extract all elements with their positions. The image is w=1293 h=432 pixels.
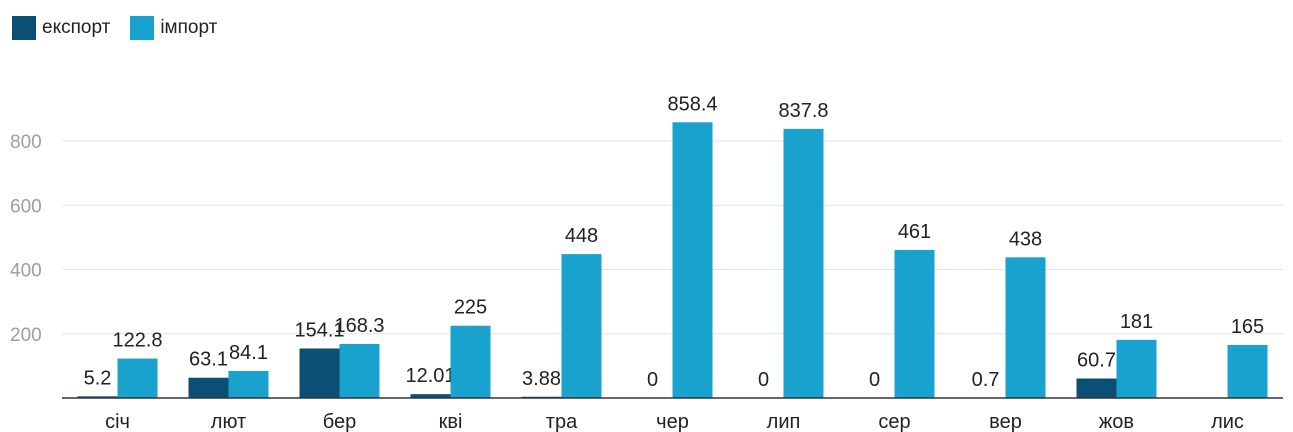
import-value-label-6: 837.8	[778, 100, 828, 122]
import-bar-6	[784, 129, 824, 398]
import-bar-0	[118, 359, 158, 398]
export-value-label-7: 0	[869, 369, 880, 391]
import-value-label-2: 168.3	[334, 315, 384, 337]
import-bar-2	[340, 344, 380, 398]
import-bar-3	[451, 326, 491, 398]
import-value-label-0: 122.8	[112, 330, 162, 352]
x-tick-label-6: лип	[767, 411, 801, 432]
export-value-label-0: 5.2	[84, 367, 112, 389]
import-bar-7	[895, 250, 935, 398]
export-value-label-3: 12.01	[405, 365, 455, 387]
x-tick-label-0: січ	[105, 411, 130, 432]
x-tick-label-9: жов	[1099, 411, 1134, 432]
import-value-label-9: 181	[1120, 311, 1153, 333]
import-bar-10	[1228, 345, 1268, 398]
x-tick-label-2: бер	[323, 411, 356, 432]
export-value-label-1: 63.1	[189, 349, 228, 371]
import-bar-4	[562, 254, 602, 398]
import-value-label-8: 438	[1009, 228, 1042, 250]
export-bar-2	[300, 349, 340, 398]
import-bar-1	[229, 371, 269, 398]
import-bar-9	[1117, 340, 1157, 398]
export-value-label-9: 60.7	[1077, 350, 1116, 372]
x-tick-label-3: кві	[439, 411, 463, 432]
x-tick-label-1: лют	[211, 411, 246, 432]
import-value-label-5: 858.4	[667, 93, 717, 115]
x-tick-label-10: лис	[1211, 411, 1244, 432]
export-value-label-6: 0	[758, 369, 769, 391]
y-tick-label-200: 200	[10, 325, 42, 346]
x-tick-label-7: сер	[878, 411, 910, 432]
y-tick-label-800: 800	[10, 132, 42, 153]
export-bar-1	[189, 378, 229, 398]
export-value-label-8: 0.7	[972, 369, 1000, 391]
import-bar-8	[1006, 257, 1046, 398]
export-value-label-5: 0	[647, 369, 658, 391]
export-value-label-4: 3.88	[522, 368, 561, 390]
import-value-label-3: 225	[454, 297, 487, 319]
import-value-label-4: 448	[565, 225, 598, 247]
y-tick-label-400: 400	[10, 261, 42, 282]
export-bar-9	[1077, 379, 1117, 398]
x-tick-label-4: тра	[546, 411, 578, 432]
x-tick-label-8: вер	[989, 411, 1022, 432]
y-tick-label-600: 600	[10, 196, 42, 217]
x-tick-label-5: чер	[656, 411, 689, 432]
import-bar-5	[673, 122, 713, 398]
import-value-label-7: 461	[898, 221, 931, 243]
import-value-label-10: 165	[1231, 316, 1264, 338]
import-value-label-1: 84.1	[229, 342, 268, 364]
